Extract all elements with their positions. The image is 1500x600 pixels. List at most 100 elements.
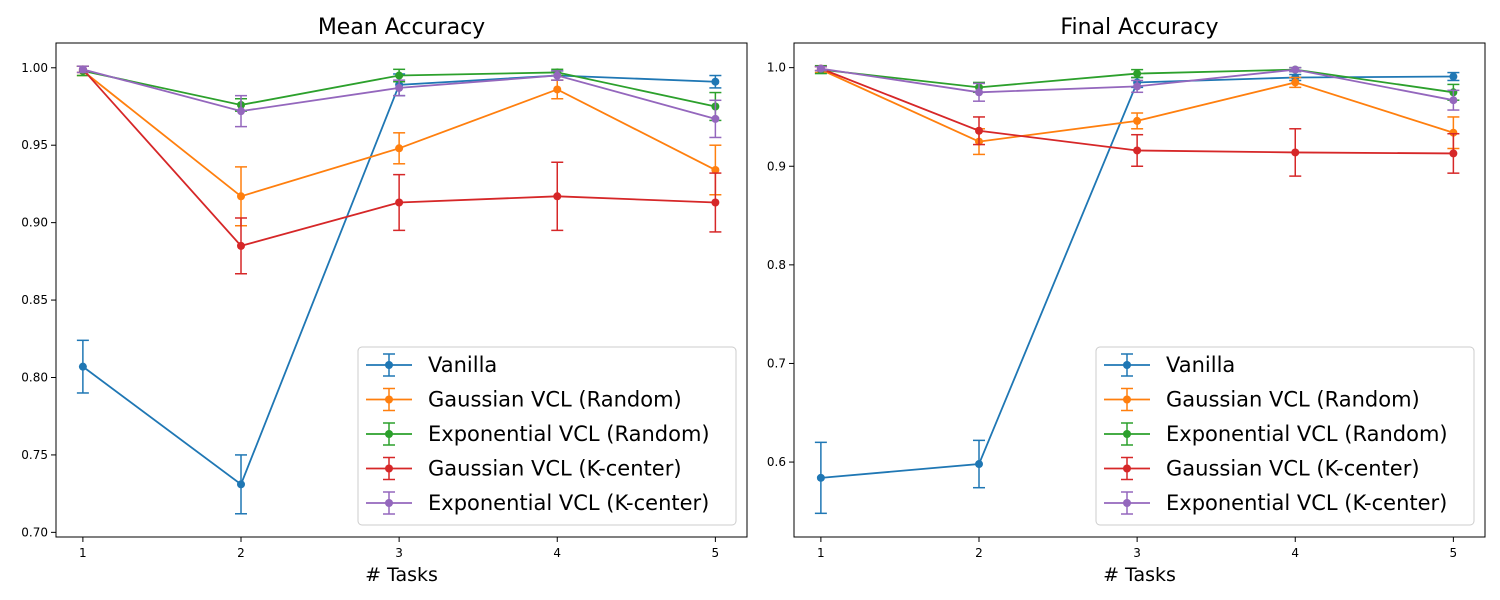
x-axis-label: # Tasks [365,564,438,586]
data-point [1133,82,1142,91]
data-point [237,241,246,250]
data-point [1291,78,1300,87]
data-point [975,460,984,469]
chart-panel-2: Final Accuracy 0.6 0.7 0.8 0.9 1.0 1 2 3 4 5 # Task… [767,15,1486,586]
legend-marker [385,361,393,369]
x-tick-label: 5 [1450,546,1458,560]
data-point [711,165,720,174]
data-point [1291,148,1300,157]
legend-label: Exponential VCL (K-center) [1166,491,1447,515]
y-tick-label: 1.00 [21,61,48,75]
data-point [395,144,404,153]
x-tick-label: 1 [817,546,825,560]
data-point [816,473,825,482]
legend-entry-1: Vanilla [366,353,497,377]
data-point [395,198,404,207]
legend-entry-4: Gaussian VCL (K-center) [366,457,682,481]
legend-marker [385,499,393,507]
data-point [1449,96,1458,105]
y-tick-label: 0.6 [767,455,786,469]
y-tick-label: 0.70 [21,525,48,539]
y-tick-label: 0.90 [21,216,48,230]
series-5 [814,64,1460,111]
legend-entry-5: Exponential VCL (K-center) [366,491,709,515]
x-tick-label: 3 [395,546,403,560]
x-tick-label: 1 [79,546,87,560]
plot-frame [55,42,748,538]
legend-label: Gaussian VCL (K-center) [1166,457,1420,481]
data-point [1449,149,1458,158]
x-tick-label: 3 [1133,546,1141,560]
data-point [237,192,246,201]
series-4 [76,65,722,275]
data-point [553,85,562,94]
legend-label: Vanilla [428,353,497,377]
legend-marker [385,464,393,473]
legend-entry-5: Exponential VCL (K-center) [1104,491,1447,515]
legend-entry-3: Exponential VCL (Random) [1104,422,1448,446]
y-tick-label: 1.0 [767,61,786,75]
series-5 [76,65,722,139]
legend-label: Gaussian VCL (Random) [428,388,682,412]
legend-marker [1123,395,1131,404]
legend-label: Vanilla [1166,353,1235,377]
legend-marker [1123,464,1131,473]
data-point [1133,116,1142,125]
legend-entry-3: Exponential VCL (Random) [366,422,710,446]
x-tick-label: 2 [237,546,245,560]
plot-frame [793,42,1486,538]
x-tick-label: 2 [975,546,983,560]
x-tick-label: 5 [712,546,720,560]
legend-label: Exponential VCL (K-center) [428,491,709,515]
y-tick-label: 0.80 [21,370,48,384]
data-point [975,88,984,97]
data-point [1291,65,1300,74]
legend-label: Gaussian VCL (Random) [1166,388,1420,412]
data-point [1449,72,1458,81]
legend-label: Exponential VCL (Random) [1166,422,1448,446]
data-point [395,83,404,92]
data-point [711,198,720,207]
y-tick-label: 0.85 [21,293,48,307]
legend-marker [385,430,393,438]
legend: Vanilla Gaussian VCL (Random) Exponential … [357,346,737,526]
legend-box [357,346,737,526]
data-point [237,107,246,116]
data-point [816,64,825,73]
data-point [1133,69,1142,78]
x-axis-label: # Tasks [1103,564,1176,586]
y-tick-label: 0.9 [767,159,786,173]
chart-panel-1: Mean Accuracy 0.70 0.75 0.80 0.85 0.90 0.95 1.0… [21,15,748,586]
chart-title: Mean Accuracy [318,15,485,40]
data-point [78,65,87,74]
x-tick-label: 4 [1291,546,1299,560]
data-point [711,114,720,123]
data-point [975,126,984,135]
legend-label: Exponential VCL (Random) [428,422,710,446]
legend-marker [1123,361,1131,369]
data-point [553,192,562,201]
legend-entry-1: Vanilla [1104,353,1235,377]
data-point [711,77,720,86]
data-point [553,71,562,80]
legend-entry-2: Gaussian VCL (Random) [366,388,682,412]
legend-marker [385,395,393,404]
data-point [395,71,404,80]
y-tick-label: 0.8 [767,258,786,272]
y-tick-label: 0.95 [21,138,48,152]
data-point [78,362,87,371]
x-tick-label: 4 [553,546,561,560]
y-tick-label: 0.75 [21,448,48,462]
chart-title: Final Accuracy [1060,15,1218,40]
data-point [237,480,246,489]
data-point [1133,146,1142,155]
legend-marker [1123,430,1131,438]
legend-label: Gaussian VCL (K-center) [428,457,682,481]
legend: Vanilla Gaussian VCL (Random) Exponential … [1095,346,1475,526]
y-tick-label: 0.7 [767,356,786,370]
legend-box [1095,346,1475,526]
legend-marker [1123,499,1131,507]
legend-entry-2: Gaussian VCL (Random) [1104,388,1420,412]
legend-entry-4: Gaussian VCL (K-center) [1104,457,1420,481]
